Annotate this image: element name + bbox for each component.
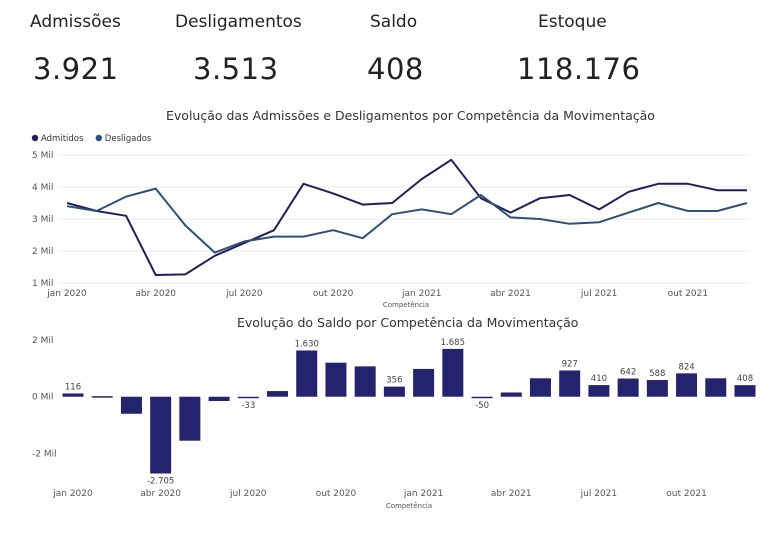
bar-data-label: 927 xyxy=(562,359,578,369)
x-tick-label: jul 2020 xyxy=(225,289,263,299)
saldo-bar xyxy=(413,368,435,397)
kpi-desligamentos-value: 3.513 xyxy=(193,52,279,86)
bar-data-label: 356 xyxy=(386,376,402,386)
x-tick-label: abr 2021 xyxy=(491,489,532,499)
x-tick-label: abr 2020 xyxy=(135,289,176,299)
y-tick-label: 2 Mil xyxy=(32,336,53,346)
x-tick-label: abr 2020 xyxy=(140,489,181,499)
saldo-bar xyxy=(150,396,172,474)
saldo-bar xyxy=(383,386,405,397)
saldo-bar xyxy=(734,385,756,397)
kpi-saldo-value: 408 xyxy=(367,52,424,86)
bar-data-label: 824 xyxy=(678,362,694,372)
x-tick-label: abr 2021 xyxy=(490,289,531,299)
saldo-bar xyxy=(354,366,376,397)
y-tick-label: 4 Mil xyxy=(32,183,53,193)
saldo-bar xyxy=(588,385,610,397)
saldo-bar xyxy=(237,396,259,399)
x-tick-label: out 2020 xyxy=(313,289,354,299)
line-chart: 1 Mil 2 Mil 3 Mil 4 Mil 5 Mil jan 2020 abr 202… xyxy=(31,134,750,309)
legend-label-admitidos: Admitidos xyxy=(41,134,84,144)
kpi-desligamentos-label: Desligamentos xyxy=(175,12,302,32)
x-tick-label: jul 2020 xyxy=(229,489,267,499)
y-tick-label: 3 Mil xyxy=(32,215,53,225)
line-chart-title: Evolução das Admissões e Desligamentos p… xyxy=(166,108,655,123)
saldo-bar xyxy=(529,378,551,397)
bar-data-label: -2.705 xyxy=(147,476,174,486)
kpi-estoque-value: 118.176 xyxy=(517,52,641,86)
x-tick-label: jul 2021 xyxy=(580,289,617,299)
y-tick-label: 2 Mil xyxy=(32,247,53,257)
legend-marker-desligados xyxy=(95,134,103,142)
series-line-desligados xyxy=(66,187,748,254)
series-line-admitidos xyxy=(66,158,747,276)
x-tick-label: jan 2021 xyxy=(403,489,444,499)
saldo-bar-chart: -2 Mil 0 Mil 2 Mil 116 -2.705 -33 1.630 356 1.68… xyxy=(32,336,756,510)
saldo-bar xyxy=(91,396,113,398)
saldo-bar xyxy=(500,392,522,397)
x-tick-label: jul 2021 xyxy=(580,489,617,499)
saldo-bar xyxy=(442,348,464,397)
y-tick-label: 0 Mil xyxy=(32,393,53,403)
bar-data-label: 410 xyxy=(591,374,607,384)
saldo-bar xyxy=(62,393,84,397)
kpi-saldo-label: Saldo xyxy=(370,12,418,32)
bar-data-label: 116 xyxy=(65,382,81,392)
kpi-admissoes-value: 3.921 xyxy=(33,52,119,86)
x-axis-title: Competência xyxy=(386,502,432,510)
saldo-bar xyxy=(296,350,318,397)
y-tick-label: 5 Mil xyxy=(32,151,53,161)
legend-label-desligados: Desligados xyxy=(105,134,152,144)
bar-chart-title: Evolução do Saldo por Competência da Mov… xyxy=(237,315,579,330)
legend-marker-admitidos xyxy=(31,134,39,142)
saldo-bar xyxy=(267,391,289,397)
saldo-bar xyxy=(705,378,727,397)
saldo-bar xyxy=(646,380,668,397)
bar-data-label: 1.685 xyxy=(441,338,465,348)
saldo-bar xyxy=(208,396,230,401)
x-tick-label: out 2021 xyxy=(668,289,709,299)
saldo-bar xyxy=(120,396,142,414)
bar-data-label: 642 xyxy=(620,368,636,378)
bar-data-label: 588 xyxy=(649,369,665,379)
y-tick-label: -2 Mil xyxy=(32,449,57,459)
bar-data-label: 1.630 xyxy=(295,339,319,349)
x-tick-label: jan 2020 xyxy=(46,289,87,299)
bar-data-label: -33 xyxy=(241,401,255,411)
saldo-bar xyxy=(471,396,493,399)
x-tick-label: out 2020 xyxy=(316,489,357,499)
saldo-bar xyxy=(179,396,201,441)
bar-data-label: -50 xyxy=(475,401,489,411)
kpi-admissoes-label: Admissões xyxy=(30,12,121,32)
saldo-bar xyxy=(676,373,698,397)
x-tick-label: out 2021 xyxy=(666,489,707,499)
y-tick-label: 1 Mil xyxy=(32,279,53,289)
kpi-estoque-label: Estoque xyxy=(538,12,607,32)
saldo-bar xyxy=(559,370,581,397)
x-tick-label: jan 2021 xyxy=(401,289,442,299)
saldo-bar xyxy=(325,362,347,397)
x-tick-label: jan 2020 xyxy=(52,489,93,499)
x-axis-title: Competência xyxy=(383,301,429,309)
bar-data-label: 408 xyxy=(737,374,753,384)
saldo-bar xyxy=(617,378,639,397)
